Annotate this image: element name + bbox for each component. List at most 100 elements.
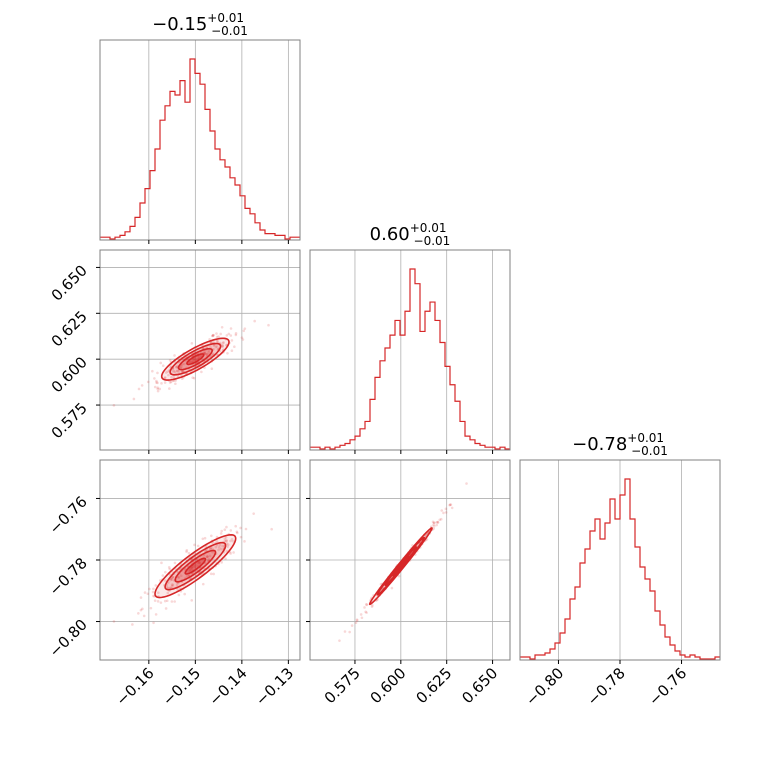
scatter-point: [170, 583, 174, 586]
scatter-point: [229, 334, 233, 337]
scatter-point: [350, 624, 354, 627]
scatter-point: [241, 338, 245, 341]
scatter-point: [198, 561, 202, 564]
scatter-point: [190, 566, 193, 569]
x-tick-label: −0.16: [112, 664, 157, 709]
scatter-point: [179, 574, 183, 578]
scatter-point: [170, 577, 173, 581]
x-tick-label: 0.650: [458, 664, 501, 707]
scatter-point: [180, 369, 184, 373]
scatter-point: [225, 334, 229, 337]
scatter-point: [440, 509, 444, 512]
scatter-point: [196, 561, 200, 565]
scatter-point: [156, 600, 160, 603]
scatter-point: [243, 540, 246, 543]
scatter-point: [198, 562, 202, 565]
scatter-point: [164, 570, 167, 574]
scatter-point: [212, 572, 215, 576]
scatter-point: [168, 567, 172, 571]
scatter-point: [354, 621, 358, 625]
scatter-point: [435, 523, 439, 527]
scatter-point: [225, 542, 229, 545]
scatter-point: [355, 619, 359, 622]
scatter-point: [193, 565, 197, 568]
scatter-point: [217, 545, 221, 549]
scatter-point: [207, 351, 210, 354]
scatter-point: [355, 618, 359, 621]
scatter-point: [215, 340, 219, 343]
scatter-point: [225, 539, 228, 543]
scatter-point: [155, 381, 158, 384]
x-tick-label: 0.625: [412, 664, 455, 707]
scatter-point: [448, 503, 451, 507]
scatter-point: [230, 339, 234, 342]
scatter-point: [191, 376, 194, 379]
scatter-point: [208, 547, 212, 551]
scatter-point: [220, 561, 223, 564]
scatter-point: [174, 382, 177, 386]
y-tick-label: −0.80: [46, 616, 91, 661]
scatter-point: [203, 536, 207, 540]
scatter-point: [174, 365, 178, 369]
scatter-point: [227, 543, 230, 547]
scatter-point: [188, 569, 192, 573]
scatter-point: [348, 630, 351, 634]
scatter-point: [187, 551, 191, 555]
scatter-point: [209, 572, 213, 576]
scatter-point: [244, 527, 248, 531]
scatter-point: [267, 323, 270, 327]
scatter-point: [221, 341, 225, 345]
scatter-point: [169, 380, 173, 384]
scatter-point: [161, 364, 165, 368]
scatter-point: [215, 335, 219, 339]
scatter-point: [359, 613, 363, 616]
scatter-point: [194, 563, 197, 566]
scatter-point: [171, 583, 175, 587]
scatter-point: [436, 520, 440, 524]
scatter-point: [397, 574, 401, 578]
scatter-point: [146, 592, 150, 596]
scatter-point: [153, 599, 157, 602]
x-tick-label: −0.80: [522, 664, 567, 709]
panel-frame: [309, 249, 511, 451]
scatter-point: [370, 605, 374, 608]
scatter-point: [203, 351, 207, 355]
scatter-point: [211, 333, 215, 337]
scatter-point: [211, 334, 215, 338]
scatter-point: [177, 576, 181, 579]
scatter-point: [160, 561, 163, 565]
scatter-point: [229, 327, 233, 330]
scatter-point: [185, 574, 189, 578]
scatter-point: [219, 332, 222, 336]
scatter-point: [449, 503, 453, 506]
scatter-point: [190, 342, 194, 345]
scatter-point: [112, 620, 116, 623]
scatter-point: [189, 567, 192, 570]
scatter-point: [234, 333, 238, 337]
scatter-point: [166, 591, 170, 595]
scatter-point: [168, 381, 172, 384]
scatter-point: [442, 511, 445, 515]
scatter-point: [177, 593, 181, 597]
density-contour: [169, 342, 222, 376]
scatter-group-1: [112, 512, 273, 626]
x-tick-label: −0.14: [205, 664, 250, 709]
scatter-point: [432, 521, 436, 525]
scatter-point: [170, 600, 174, 603]
scatter-point: [343, 630, 347, 633]
scatter-point: [225, 525, 228, 529]
scatter-point: [163, 579, 167, 582]
scatter-point: [164, 607, 168, 610]
x-tick-label: −0.76: [645, 664, 690, 709]
x-tick-label: −0.15: [159, 664, 204, 709]
scatter-point: [193, 359, 196, 362]
scatter-point: [209, 341, 213, 344]
scatter-point: [239, 526, 242, 530]
scatter-point: [190, 599, 194, 602]
scatter-point: [208, 338, 211, 341]
scatter-point: [226, 545, 229, 548]
scatter-point: [225, 539, 228, 542]
scatter-point: [146, 380, 150, 384]
scatter-point: [450, 506, 454, 510]
scatter-point: [217, 335, 220, 338]
